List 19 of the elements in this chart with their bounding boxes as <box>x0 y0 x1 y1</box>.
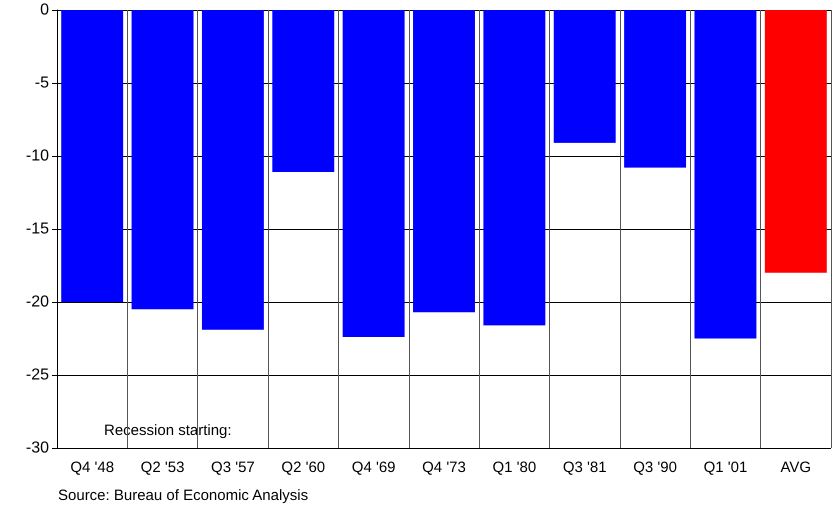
y-tick-label: -30 <box>26 440 50 456</box>
x-tick-label: Q1 '80 <box>492 459 536 476</box>
x-tick-label: Q2 '53 <box>140 459 184 476</box>
x-tick-label: Q4 '69 <box>352 459 396 476</box>
x-tick-label: AVG <box>780 459 812 476</box>
x-tick-label: Q4 '48 <box>70 459 114 476</box>
x-tick-label: Q3 '57 <box>211 459 255 476</box>
source-note: Source: Bureau of Economic Analysis <box>58 487 308 504</box>
y-tick-label: -10 <box>26 148 50 164</box>
y-tick-label: -20 <box>26 294 50 310</box>
x-tick-label: Q1 '01 <box>704 459 748 476</box>
y-tick-label: -5 <box>34 74 50 92</box>
x-tick-label: Q3 '81 <box>562 459 607 476</box>
x-tick-label: Q3 '90 <box>633 459 677 476</box>
y-tick-label: 0 <box>40 2 50 18</box>
y-tick-label: -25 <box>26 366 50 384</box>
y-tick-label: -15 <box>26 220 50 238</box>
x-tick-label: Q2 '60 <box>281 459 326 476</box>
x-tick-label: Q4 '73 <box>422 459 466 476</box>
